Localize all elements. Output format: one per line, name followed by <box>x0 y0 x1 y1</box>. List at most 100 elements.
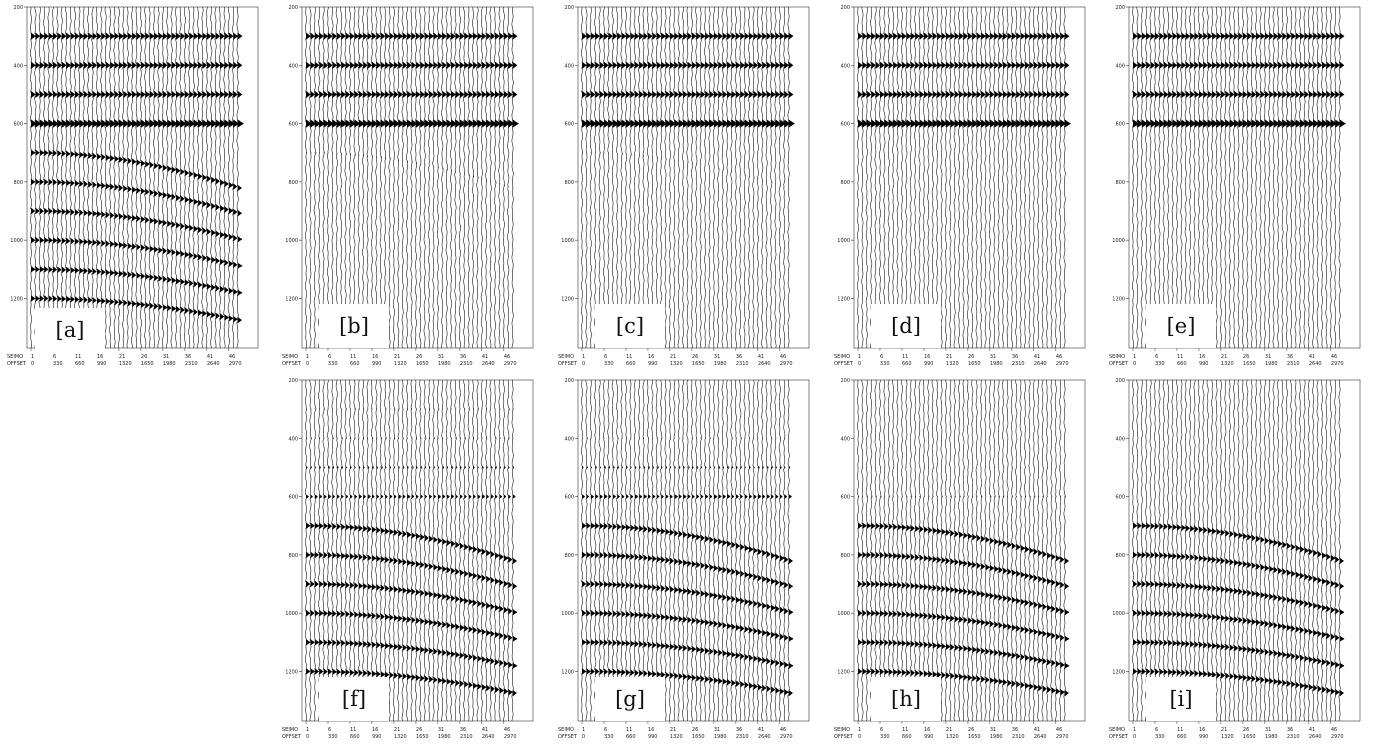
event-lobe <box>455 595 460 603</box>
event-lobe <box>884 495 886 498</box>
event-lobe <box>1216 61 1222 69</box>
event-lobe <box>477 32 483 40</box>
event-lobe <box>1225 32 1230 40</box>
event-lobe <box>327 408 329 411</box>
event-lobe <box>123 299 128 307</box>
event-lobe <box>180 250 185 258</box>
event-lobe <box>358 553 363 561</box>
event-lobe <box>140 159 146 167</box>
event-lobe <box>608 494 612 499</box>
event-lobe <box>477 494 480 499</box>
event-lobe <box>1278 678 1283 686</box>
event-lobe <box>101 90 106 99</box>
event-lobe <box>358 524 363 532</box>
event-lobe <box>136 32 142 40</box>
event-lobe <box>149 189 154 197</box>
event-lobe <box>784 661 789 669</box>
event-lobe <box>893 668 898 676</box>
event-lobe <box>415 437 417 440</box>
event-lobe <box>1016 32 1021 40</box>
event-lobe <box>1003 567 1008 575</box>
event-lobe <box>464 570 469 578</box>
event-lobe <box>211 283 216 291</box>
event-lobe <box>171 61 177 69</box>
event-lobe <box>367 90 373 99</box>
event-lobe <box>595 90 600 99</box>
event-lobe <box>683 531 688 539</box>
event-lobe <box>477 437 479 440</box>
event-lobe <box>1198 32 1204 40</box>
event-lobe <box>1150 610 1155 617</box>
event-lobe <box>972 561 977 569</box>
event-lobe <box>1308 574 1313 582</box>
event-lobe <box>1163 581 1168 589</box>
event-lobe <box>202 310 207 317</box>
event-lobe <box>429 61 434 69</box>
event-lobe <box>1207 32 1213 40</box>
event-lobe <box>92 210 97 217</box>
event-lobe <box>468 174 470 177</box>
event-lobe <box>1154 119 1161 128</box>
event-lobe <box>1207 671 1212 678</box>
event-lobe <box>1273 566 1278 574</box>
panel-label-box <box>1146 677 1216 721</box>
event-lobe <box>928 584 933 591</box>
event-lobe <box>634 669 639 677</box>
panel-label: [b] <box>339 314 369 338</box>
trace-number-label: 36 <box>185 354 191 360</box>
event-lobe <box>1159 32 1164 40</box>
offset-label: 0 <box>582 734 585 740</box>
event-lobe <box>687 532 692 539</box>
event-lobe <box>486 466 488 469</box>
event-lobe <box>893 32 898 40</box>
event-lobe <box>954 530 959 538</box>
trace-wiggle <box>730 379 736 722</box>
event-lobe <box>652 494 656 499</box>
trace-wiggle <box>699 379 706 722</box>
event-lobe <box>678 558 683 566</box>
event-lobe <box>1207 642 1212 649</box>
event-lobe <box>595 119 602 128</box>
event-lobe <box>323 119 330 128</box>
event-lobe <box>1251 119 1258 128</box>
event-lobe <box>740 680 745 688</box>
event-lobe <box>625 611 631 618</box>
event-lobe <box>1051 119 1058 128</box>
event-lobe <box>415 674 421 682</box>
event-lobe <box>1286 119 1293 128</box>
event-lobe <box>735 652 741 659</box>
event-lobe <box>424 562 429 570</box>
event-lobe <box>402 494 406 499</box>
event-lobe <box>503 494 507 499</box>
event-lobe <box>788 61 794 69</box>
event-lobe <box>1133 32 1138 40</box>
event-lobe <box>753 90 759 99</box>
event-lobe <box>1260 648 1265 655</box>
event-lobe <box>709 676 714 684</box>
event-lobe <box>858 551 863 559</box>
offset-label: 330 <box>53 361 63 367</box>
time-tick-label: 200 <box>1115 5 1125 11</box>
event-lobe <box>44 149 49 157</box>
event-lobe <box>490 466 493 469</box>
event-lobe <box>495 408 496 411</box>
event-lobe <box>722 566 727 574</box>
event-lobe <box>433 536 438 544</box>
event-lobe <box>665 466 667 469</box>
event-lobe <box>722 621 727 629</box>
event-lobe <box>1133 638 1138 646</box>
event-lobe <box>1141 61 1147 69</box>
event-lobe <box>1304 655 1309 663</box>
event-lobe <box>380 642 385 649</box>
event-lobe <box>713 90 719 99</box>
event-lobe <box>464 32 469 40</box>
event-lobe <box>349 524 355 531</box>
event-lobe <box>665 556 670 564</box>
event-lobe <box>336 408 338 411</box>
event-lobe <box>669 119 676 128</box>
event-lobe <box>937 642 942 650</box>
reflection-event <box>858 61 1070 69</box>
event-lobe <box>906 524 911 532</box>
offset-label: 2970 <box>1331 361 1344 367</box>
event-lobe <box>1172 581 1177 589</box>
